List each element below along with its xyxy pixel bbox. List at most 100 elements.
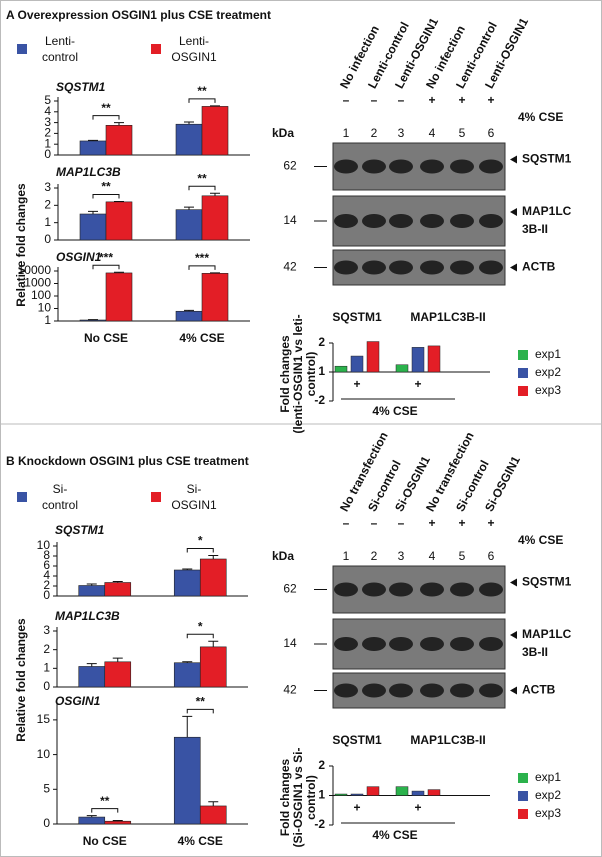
protein-label: SQSTM1 [522,575,572,589]
bar [78,816,106,825]
x-mark: + [414,801,421,815]
legend-label: exp2 [535,788,561,802]
lane-number: 6 [488,549,495,563]
treatment-sign: + [487,516,494,530]
x-tick-label: No CSE [83,834,127,848]
blot-strip [332,249,506,286]
significance-label: *** [99,250,113,264]
y-tick-label: 5 [44,93,51,107]
blot-band [420,159,444,174]
treatment-sign: + [428,516,435,530]
bar [334,793,348,796]
blot-strip [332,142,506,191]
lane-number: 5 [459,126,466,140]
error-bar [210,105,220,107]
legend-label: exp3 [535,383,561,397]
legend-swatch [518,791,528,801]
blot-band [450,260,474,275]
bar [105,272,133,322]
lane-number: 5 [459,549,466,563]
significance-label: ** [196,695,206,709]
significance-bracket [188,98,216,103]
error-bar [114,271,124,273]
legend-label-line: Lenti- [179,34,209,48]
error-bar [88,210,98,214]
error-bar [182,661,193,663]
y-tick-label: 3 [43,623,50,637]
y-tick-label: 100 [31,288,51,302]
x-mark: + [353,377,360,391]
bar [173,662,201,688]
bar [79,319,107,322]
y-tick-label: 6 [43,558,50,572]
significance-bracket [92,194,120,199]
lane-number: 4 [429,126,436,140]
error-bar [86,663,97,667]
kda-label: kDa [272,126,294,140]
legend-swatch [518,350,528,360]
legend-label: exp1 [535,347,561,361]
chart-title: OSGIN1 [56,250,102,264]
bar [79,140,107,156]
kda-marker: 14 [283,213,297,227]
significance-bracket [186,548,214,553]
legend-label-line: Si- [53,482,68,496]
panel-title: A Overexpression OSGIN1 plus CSE treatme… [6,8,271,22]
lane-number: 3 [398,126,405,140]
band-arrow [510,263,517,272]
y-tick-label: 1 [318,788,325,802]
blot-strip [332,618,506,670]
bar [395,786,409,796]
y-tick-label: 1 [318,364,325,378]
legend-swatch [17,492,27,502]
legend-label-line: Lenti- [45,34,75,48]
blot-band [362,637,386,651]
y-tick-label: 1 [44,215,51,229]
y-tick-label: 5 [43,781,50,795]
blot-band [334,260,358,275]
treatment-sign: + [458,516,465,530]
band-arrow [510,578,517,587]
blot-band [334,214,358,228]
bar [173,736,201,825]
y-tick-label: 4 [43,568,50,582]
legend-label: exp3 [535,806,561,820]
y-tick-label: 1000 [24,276,51,290]
protein-label: ACTB [522,683,556,697]
legend-label-line: control [42,50,78,64]
blot-band [450,159,474,174]
y-tick-label: 2 [318,335,325,349]
legend-label: Si- OSGIN1 [171,482,217,512]
blot-band [389,683,413,698]
x-axis-label: 4% CSE [372,828,417,842]
blot-band [479,683,503,698]
blot-strip [332,195,506,247]
bar [175,310,203,322]
bar [350,355,364,373]
blot-band [334,582,358,597]
bar [201,273,229,322]
bar [79,213,107,241]
legend-swatch [151,44,161,54]
y-tick-label: 2 [44,198,51,212]
legend-label-line: OSGIN1 [171,50,217,64]
error-bar [184,206,194,210]
treatment-sign: – [343,516,350,530]
bar [199,558,227,597]
y-tick-label: -2 [314,817,325,831]
treatment-sign: + [458,93,465,107]
error-bar [114,122,124,126]
significance-bracket [188,185,216,191]
bar [175,123,203,156]
bar [366,341,380,373]
blot-band [479,214,503,228]
treatment-sign: + [428,93,435,107]
protein-label: ACTB [522,260,556,274]
legend-label-line: OSGIN1 [171,498,217,512]
blot-band [479,637,503,651]
y-axis-label: control) [304,775,318,820]
bar [334,365,348,373]
y-tick-label: 0 [44,232,51,246]
significance-bracket [186,708,214,714]
